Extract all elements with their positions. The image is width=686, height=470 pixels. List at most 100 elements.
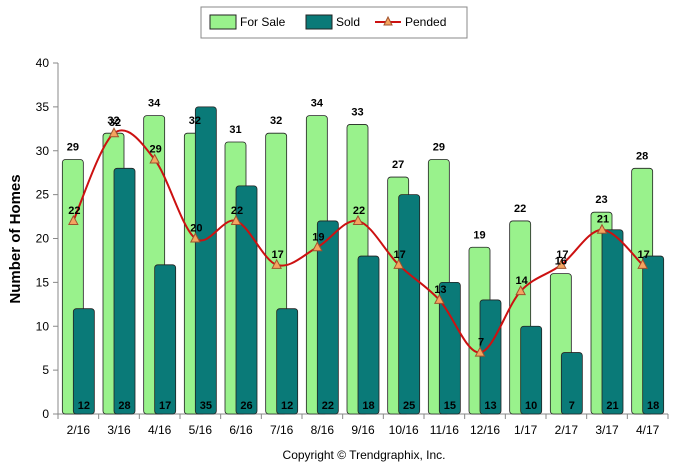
pended-marker (68, 214, 79, 225)
data-label-sold: 28 (118, 400, 130, 412)
pended-marker (271, 258, 282, 269)
legend-label-for-sale: For Sale (240, 15, 286, 29)
bar-sold (72, 308, 95, 415)
data-label-pended: 32 (109, 117, 121, 129)
y-tick-label: 25 (36, 188, 50, 202)
data-label-pended: 17 (556, 249, 568, 261)
pended-line-group (68, 127, 648, 357)
data-label-for-sale: 33 (351, 106, 363, 118)
bar-sold (113, 167, 136, 415)
data-label-sold: 10 (525, 400, 537, 412)
data-label-sold: 12 (281, 400, 293, 412)
bar-sold (601, 229, 624, 415)
data-label-sold: 13 (484, 400, 496, 412)
y-axis-title: Number of Homes (7, 174, 24, 303)
y-tick-label: 40 (36, 56, 50, 70)
x-tick-label: 3/16 (107, 423, 131, 437)
pended-marker (515, 285, 526, 296)
pended-marker (637, 258, 648, 269)
data-label-sold: 22 (322, 400, 334, 412)
data-label-pended: 22 (231, 205, 243, 217)
data-label-sold: 18 (647, 400, 659, 412)
bar-sold (479, 299, 502, 415)
bar-sold (560, 352, 583, 415)
data-label-for-sale: 28 (636, 150, 648, 162)
data-label-for-sale: 31 (229, 124, 241, 136)
legend-label-pended: Pended (405, 15, 446, 29)
pended-marker (190, 232, 201, 243)
legend: For Sale Sold Pended (200, 6, 468, 39)
data-label-for-sale: 29 (433, 142, 445, 154)
data-label-sold: 21 (606, 400, 618, 412)
data-label-for-sale: 32 (107, 115, 119, 127)
y-tick-label: 10 (36, 319, 50, 333)
y-tick-label: 35 (36, 100, 50, 114)
data-label-sold: 26 (240, 400, 252, 412)
pended-marker (393, 258, 404, 269)
pended-marker (352, 214, 364, 225)
x-tick-label: 8/16 (311, 423, 335, 437)
data-label-sold: 7 (569, 400, 575, 412)
bar-sold (316, 220, 339, 415)
data-label-sold: 17 (159, 400, 171, 412)
data-label-sold: 18 (362, 400, 374, 412)
axes: 0 5 10 15 20 25 30 35 40 2/16 3/16 4/16 5/16 6/16 7/16… (36, 56, 669, 437)
y-tick-label: 0 (42, 407, 49, 421)
pended-marker (596, 223, 608, 234)
data-label-for-sale: 19 (473, 229, 485, 241)
pended-marker (434, 293, 445, 304)
bar-sold (398, 194, 421, 415)
copyright-credit: Copyright © Trendgraphix, Inc. (283, 448, 446, 462)
legend-swatch-sold (305, 14, 333, 30)
data-label-pended: 17 (638, 249, 650, 261)
bar-sold (357, 255, 380, 415)
bar-sold (520, 325, 543, 415)
data-label-pended: 14 (516, 275, 529, 287)
pended-marker (312, 241, 323, 252)
data-label-sold: 35 (200, 400, 212, 412)
bar-sold (154, 264, 177, 415)
bar-sold (235, 185, 258, 415)
legend-swatch-for-sale (209, 14, 237, 30)
x-tick-label: 2/17 (555, 423, 579, 437)
data-label-for-sale: 23 (595, 194, 607, 206)
x-tick-label: 1/17 (514, 423, 538, 437)
data-label-pended: 17 (394, 249, 406, 261)
y-tick-label: 15 (36, 275, 50, 289)
legend-label-sold: Sold (336, 15, 360, 29)
data-label-sold: 25 (403, 400, 415, 412)
data-label-for-sale: 34 (148, 98, 161, 110)
bar-sold (438, 281, 461, 415)
data-label-pended: 22 (68, 205, 80, 217)
x-tick-label: 12/16 (470, 423, 500, 437)
data-label-pended: 20 (190, 223, 202, 235)
x-tick-label: 5/16 (189, 423, 213, 437)
data-label-sold: 15 (444, 400, 456, 412)
x-tick-label: 4/17 (636, 423, 660, 437)
legend-box (200, 6, 468, 39)
data-label-pended: 21 (597, 214, 609, 226)
bar-sold (276, 308, 299, 415)
y-tick-label: 20 (36, 232, 50, 246)
data-label-for-sale: 22 (514, 203, 526, 215)
data-label-pended: 29 (150, 144, 162, 156)
bars-sold (72, 106, 665, 415)
pended-marker (556, 258, 567, 269)
data-label-pended: 17 (272, 249, 284, 261)
x-tick-label: 4/16 (148, 423, 172, 437)
data-label-for-sale: 32 (189, 115, 201, 127)
legend-marker-pended (383, 15, 393, 26)
x-tick-label: 11/16 (430, 423, 459, 437)
bar-sold (642, 255, 665, 415)
pended-marker (230, 214, 242, 225)
data-label-pended: 7 (478, 337, 484, 349)
x-tick-label: 3/17 (595, 423, 619, 437)
pended-marker (474, 346, 486, 357)
data-label-pended: 19 (312, 231, 324, 243)
x-tick-label: 6/16 (229, 423, 253, 437)
x-tick-label: 2/16 (67, 423, 91, 437)
data-label-for-sale: 16 (555, 256, 567, 268)
pended-marker (108, 127, 120, 138)
data-label-pended: 22 (353, 205, 365, 217)
